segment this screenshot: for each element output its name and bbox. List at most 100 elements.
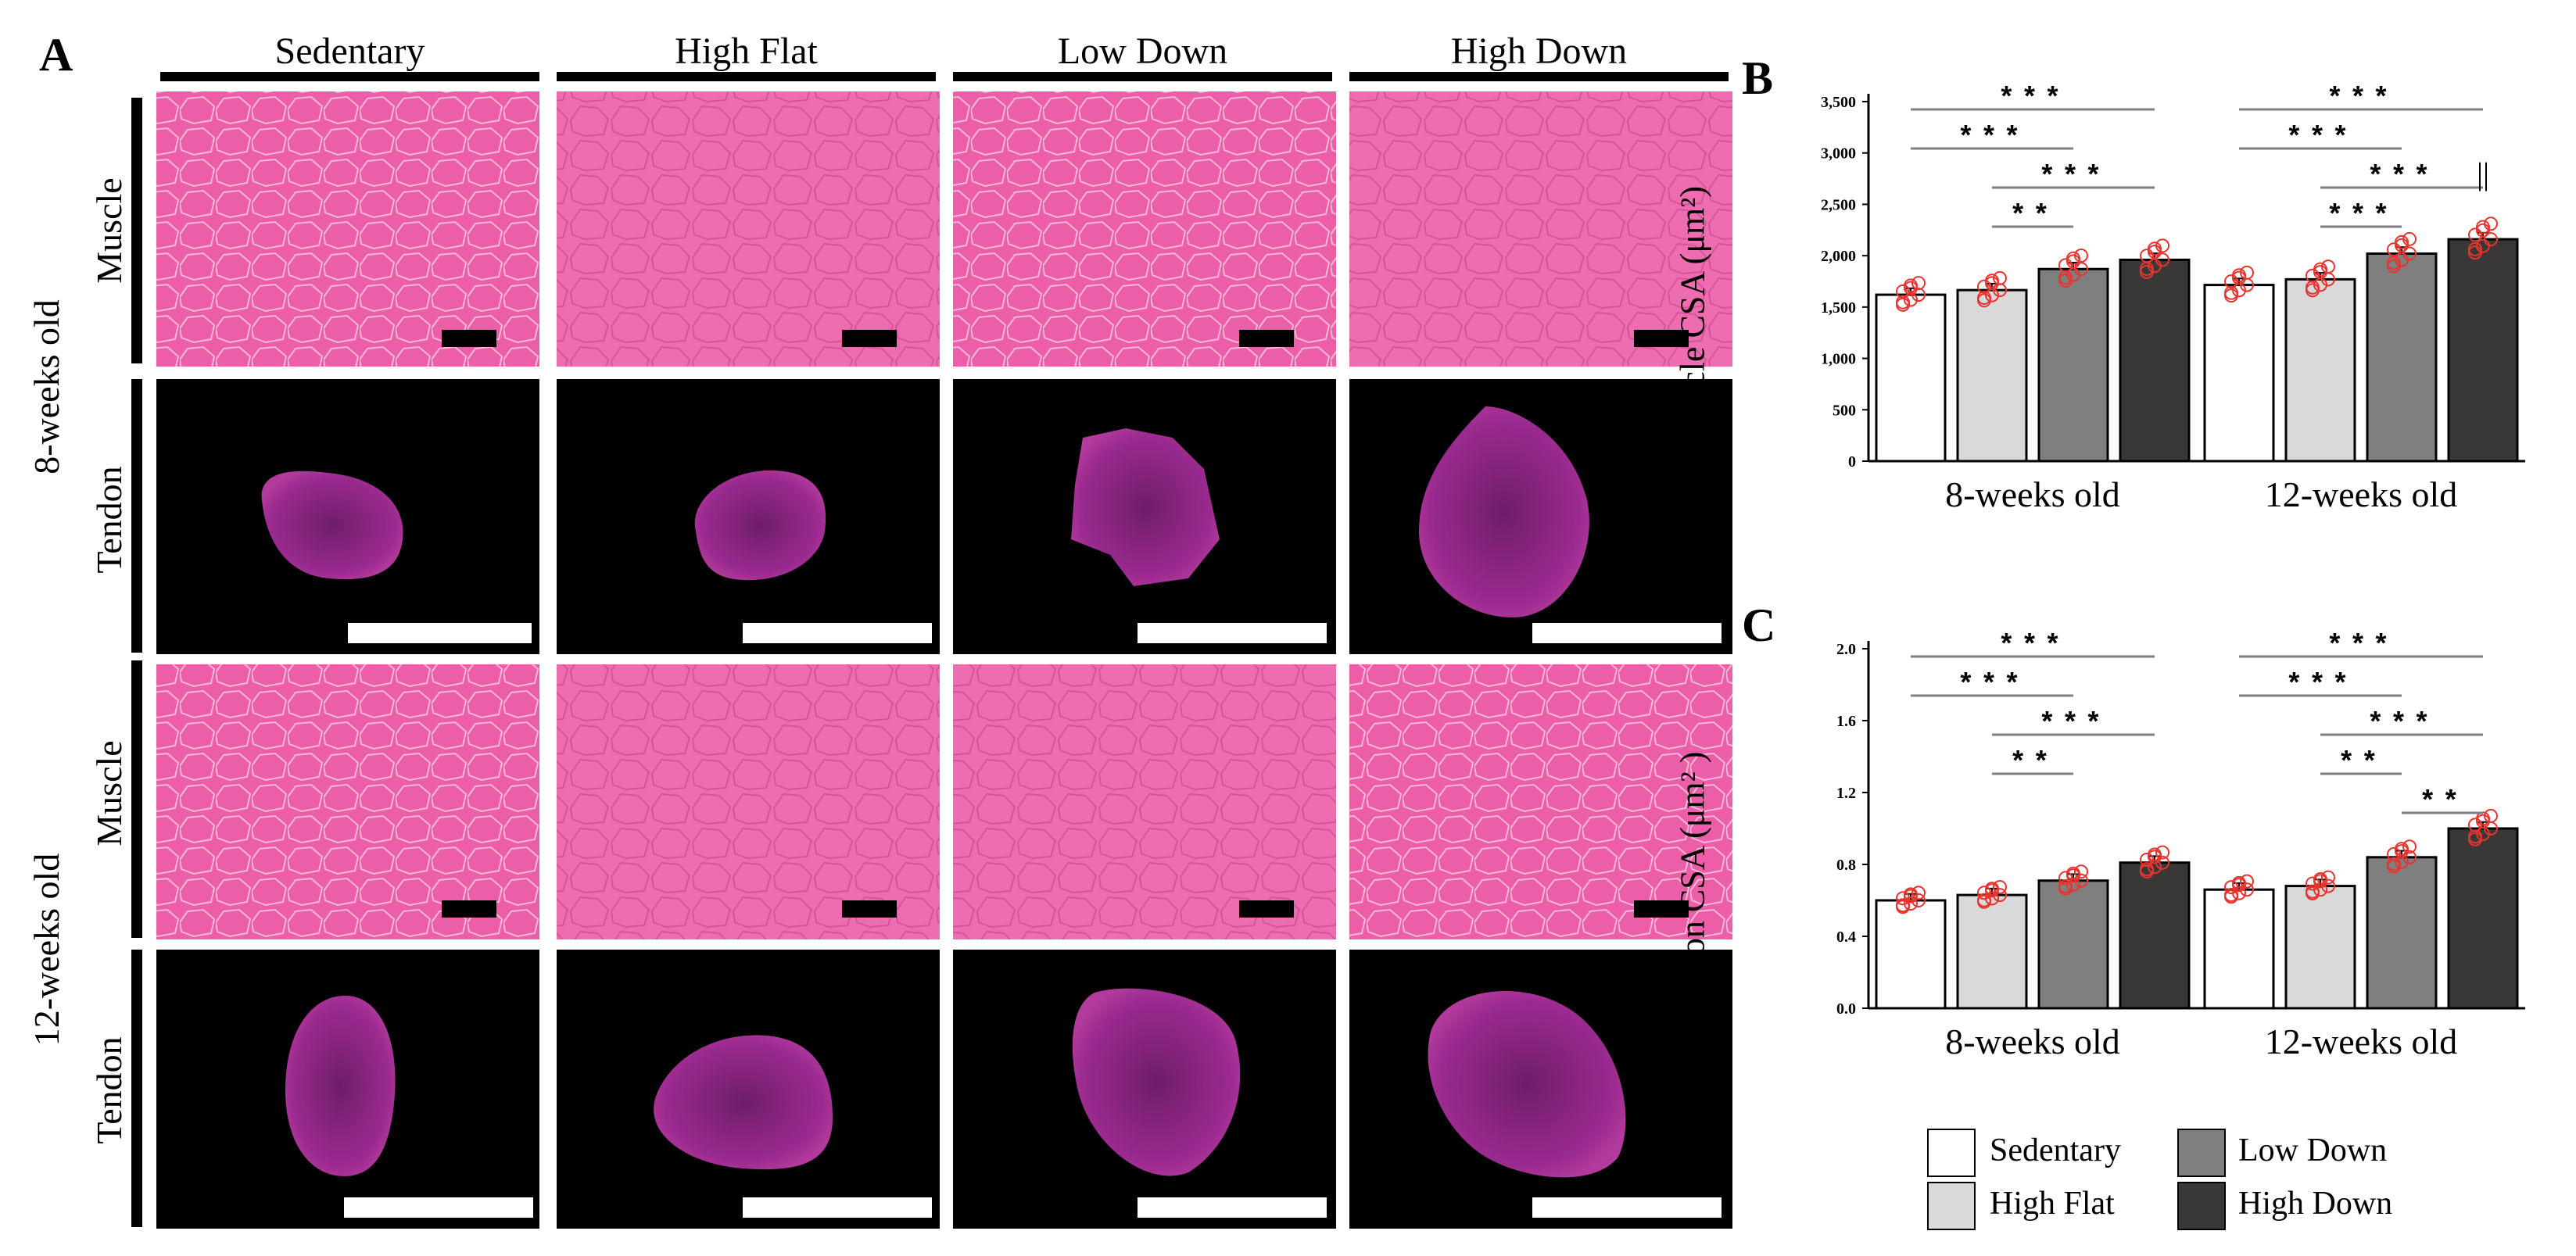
marker-label: || [2477,156,2489,191]
data-point [2140,862,2154,877]
significance-label: *** [1998,83,2068,115]
significance-label: *** [2039,708,2108,740]
column-title-high-down: High Down [1450,30,1628,72]
column-title-low-down: Low Down [1057,30,1228,72]
chart-c-ylabel: Tendon CSA (μm² ) [1673,751,1712,1024]
significance-label: *** [1998,630,2068,662]
significance-label: *** [1958,122,2027,154]
legend-swatch-low-down [2177,1129,2226,1177]
data-point [2484,216,2498,231]
bar-low-down [2037,267,2109,463]
bar-high-flat [1956,893,2028,1010]
scale-bar [1634,900,1689,918]
data-point [2321,259,2335,274]
tendon-section [694,470,826,581]
column-bar-high-down [1349,72,1729,81]
data-point [2484,808,2498,823]
bar-low-down [2366,856,2438,1010]
tendon-section [654,1035,833,1170]
data-point [2321,870,2335,885]
data-point [2074,262,2088,277]
bar-high-flat [2284,885,2356,1010]
bar-high-down [2447,238,2519,463]
data-point [2140,261,2154,276]
y-tick-label: 0 [1848,453,1856,471]
data-point [2074,864,2088,879]
legend-label-high-down: High Down [2238,1186,2393,1222]
y-tick-label: 2.0 [1836,641,1856,658]
significance-label: *** [2367,708,2437,740]
scale-bar [1239,900,1294,918]
x-tick-label: 8-weeks old [1945,1022,2120,1061]
chart-b-ylabel: Muscle CSA (μm²) [1673,186,1712,449]
significance-label: *** [1958,669,2027,701]
data-point [2066,866,2080,881]
y-tick-label: 2,500 [1821,196,1856,213]
significance-label: ** [2338,747,2384,779]
y-tick-label: 2,000 [1821,248,1856,265]
data-point [2306,876,2320,891]
scale-bar [1532,623,1722,643]
data-point [2395,234,2409,249]
data-point [2148,242,2162,256]
row-bar-12wk-tendon [131,950,142,1227]
data-point [2387,242,2401,257]
significance-label: *** [2327,200,2396,232]
data-point [1977,886,1991,900]
data-point [1896,891,1910,906]
column-bar-high-flat [557,72,936,81]
data-point [1985,882,1999,896]
data-point [2484,232,2498,247]
panel-c-letter: C [1742,599,1776,651]
y-tick-label: 0.0 [1836,1000,1856,1018]
column-bar-low-down [953,72,1332,81]
tendon-section [1419,406,1589,617]
x-tick-label: 12-weeks old [2265,474,2458,514]
significance-label: ** [2419,786,2465,818]
bar-high-flat [2284,277,2356,463]
data-point [2155,252,2169,267]
scale-bar [842,330,897,347]
significance-label: *** [2286,122,2356,154]
legend: Sedentary High Flat Low Down High Down [1927,1125,2474,1243]
column-bar-sedentary [160,72,539,81]
row-bar-8wk-muscle [131,98,142,363]
scale-bar [743,1197,932,1218]
data-point [2387,256,2401,270]
data-point [2387,857,2401,871]
scale-bar [743,623,932,643]
micrograph-8wk-muscle-high-flat [557,91,940,367]
legend-swatch-sedentary [1927,1129,1976,1177]
scale-bar [1634,330,1689,347]
data-point [2074,873,2088,888]
data-point [2155,845,2169,860]
data-point [1904,887,1918,902]
data-point [2140,852,2154,867]
significance-label: *** [2039,161,2108,193]
data-point [2313,262,2327,277]
micrograph-12wk-muscle-low-down [953,664,1336,939]
micrograph-12wk-muscle-high-down [1349,664,1732,939]
data-point [2058,879,2073,894]
column-title-sedentary: Sedentary [274,30,425,72]
data-point [2313,871,2327,886]
significance-label: *** [2327,83,2396,115]
panel-b-letter: B [1742,52,1774,104]
bar-low-down [2037,879,2109,1010]
scale-bar [348,623,532,643]
scale-bar [442,900,496,918]
row-bar-12wk-muscle [131,660,142,938]
data-point [2402,246,2417,261]
data-point [1896,295,1910,310]
significance-label: ** [2009,747,2055,779]
significance-label: ** [2009,200,2055,232]
data-point [2058,270,2073,285]
data-point [1904,292,1918,307]
data-point [1904,278,1918,293]
panel-a-letter: A [39,29,73,81]
data-point [2468,227,2482,242]
significance-label: *** [2327,630,2396,662]
data-point [2232,268,2246,283]
data-point [1911,276,1926,291]
legend-label-high-flat: High Flat [1990,1186,2115,1222]
